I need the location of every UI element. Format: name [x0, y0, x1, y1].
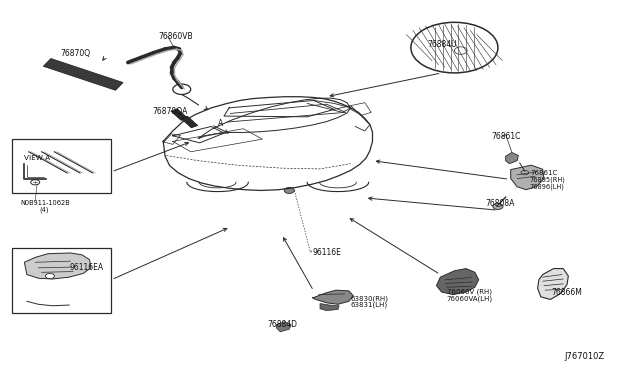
- Text: 76060VA(LH): 76060VA(LH): [447, 295, 493, 302]
- Text: VIEW A: VIEW A: [24, 155, 51, 161]
- Circle shape: [284, 187, 294, 193]
- Polygon shape: [436, 269, 479, 295]
- Text: 76060V (RH): 76060V (RH): [447, 289, 492, 295]
- Text: A: A: [218, 119, 223, 128]
- Polygon shape: [538, 269, 568, 299]
- Text: 76866M: 76866M: [552, 288, 582, 296]
- Text: 76808A: 76808A: [485, 199, 515, 208]
- Text: 63830(RH): 63830(RH): [351, 295, 388, 302]
- Text: (4): (4): [40, 206, 49, 213]
- Text: 76884U: 76884U: [428, 40, 457, 49]
- Polygon shape: [312, 290, 353, 304]
- Text: 76896(LH): 76896(LH): [530, 183, 564, 190]
- Text: 96116EA: 96116EA: [69, 263, 103, 272]
- Text: 76860VB: 76860VB: [159, 32, 193, 41]
- Polygon shape: [44, 58, 123, 90]
- Text: 76895(RH): 76895(RH): [530, 177, 566, 183]
- FancyBboxPatch shape: [12, 139, 111, 193]
- Text: 76861C: 76861C: [492, 132, 521, 141]
- Polygon shape: [511, 165, 544, 190]
- Text: 96116E: 96116E: [312, 248, 341, 257]
- Text: J767010Z: J767010Z: [564, 352, 605, 361]
- Circle shape: [521, 170, 529, 175]
- Text: 76870QA: 76870QA: [152, 107, 188, 116]
- Polygon shape: [181, 116, 198, 128]
- Polygon shape: [320, 304, 339, 311]
- Polygon shape: [171, 109, 188, 121]
- Circle shape: [493, 203, 503, 209]
- Text: 76870Q: 76870Q: [61, 49, 91, 58]
- Circle shape: [411, 22, 498, 73]
- Text: 63831(LH): 63831(LH): [351, 301, 388, 308]
- Text: N0B911-1062B: N0B911-1062B: [20, 200, 70, 206]
- FancyBboxPatch shape: [12, 248, 111, 313]
- Polygon shape: [24, 253, 91, 279]
- Circle shape: [45, 273, 54, 279]
- Polygon shape: [276, 322, 291, 332]
- Polygon shape: [506, 153, 518, 164]
- Text: 76884D: 76884D: [268, 320, 298, 329]
- Text: 76861C: 76861C: [530, 170, 557, 176]
